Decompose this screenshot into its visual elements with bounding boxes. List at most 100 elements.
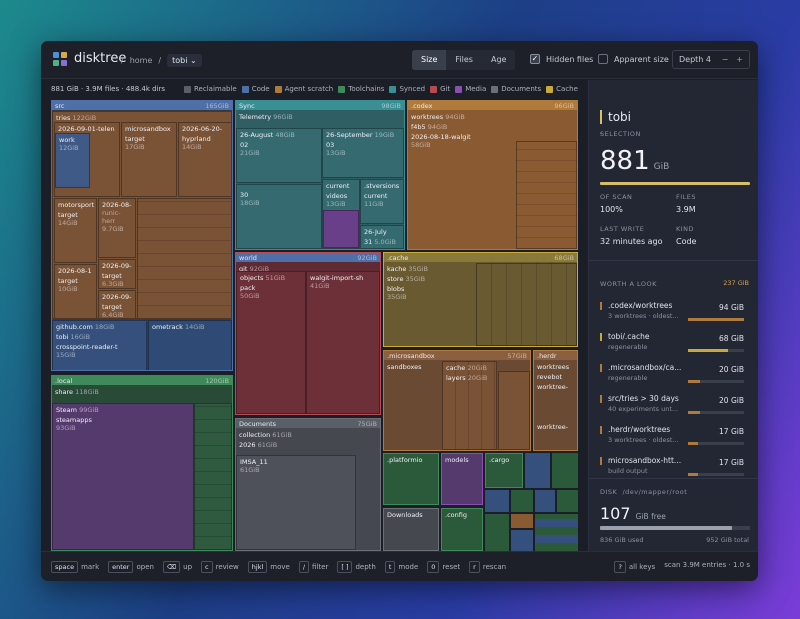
treemap-block-motorsport[interactable]: motorsport target 14GiB [54, 198, 97, 263]
block-size: 92GiB [249, 265, 270, 273]
treemap[interactable]: src 165GiB tries 122GiB 2026-09-01-telen … [51, 100, 578, 551]
block-size: 13GiB [326, 149, 346, 157]
hidden-files-checkbox[interactable]: ✓ [530, 54, 540, 64]
worth-a-look-item[interactable]: .codex/worktrees 3 worktrees · oldest... 9… [600, 301, 750, 331]
item-bar [688, 349, 744, 352]
treemap-block-telen[interactable]: 2026-09-01-telen work 12GiB [54, 122, 120, 197]
block-label: .cargo [489, 456, 510, 464]
treemap-block-world[interactable]: world 92GiB git 92GiB objects 51GiB pack 5… [235, 252, 381, 415]
worth-a-look-item[interactable]: .herdr/worktrees 3 worktrees · oldest... 1… [600, 425, 750, 455]
tab-files[interactable]: Files [455, 55, 473, 64]
treemap-block-small-5[interactable] [535, 490, 555, 512]
treemap-block-26-july[interactable]: 26-July 31 5.0GiB [360, 225, 404, 249]
treemap-block-platformio[interactable]: .platformio [383, 453, 439, 505]
hidden-files-toggle[interactable]: ✓ Hidden files [530, 54, 593, 64]
block-label: current [326, 182, 350, 190]
treemap-block-small-2[interactable] [552, 453, 578, 488]
treemap-block-objects[interactable]: objects 51GiB pack 50GiB [236, 271, 306, 414]
treemap-block-src[interactable]: src 165GiB tries 122GiB 2026-09-01-telen … [51, 100, 233, 371]
treemap-block-config[interactable]: .config [441, 508, 483, 551]
block-size: 9.7GiB [102, 225, 124, 233]
treemap-block-github[interactable]: github.com 18GiB tobi 16GiB crosspoint-r… [52, 320, 147, 370]
treemap-block-current-videos[interactable]: current videos 13GiB [322, 179, 360, 249]
block-size: 68GiB [554, 254, 574, 262]
disk-free-value: 107 [600, 504, 631, 523]
worth-a-look-item[interactable]: .microsandbox/ca... regenerable 20 GiB [600, 363, 750, 393]
treemap-block-30[interactable]: 30 18GiB [236, 184, 322, 249]
depth-minus-button[interactable]: − [721, 55, 729, 64]
treemap-block-ometrack[interactable]: ometrack 14GiB [148, 320, 232, 370]
block-label: world [239, 254, 257, 262]
treemap-block-small-8[interactable] [511, 514, 533, 528]
worth-a-look-item[interactable]: microsandbox-htt... build output 17 GiB [600, 456, 750, 486]
item-marker [600, 426, 602, 434]
treemap-block-runic-herr[interactable]: 2026-08- runic-herr 9.7GiB [98, 198, 136, 258]
tab-age[interactable]: Age [490, 55, 507, 64]
treemap-block-microsandbox-target[interactable]: microsandbox target 17GiB [121, 122, 177, 197]
treemap-block-sync[interactable]: Sync 98GiB Telemetry 96GiB 26-August 48Gi… [235, 100, 405, 250]
key-hint[interactable]: t mode [384, 560, 418, 573]
treemap-block-models[interactable]: models [441, 453, 483, 505]
block-size: 48GiB [275, 131, 295, 139]
breadcrumb-current[interactable]: tobi ⌄ [167, 54, 202, 67]
key-hint[interactable]: [ ] depth [337, 560, 376, 573]
block-label: IMSA_11 [240, 458, 268, 466]
treemap-block-downloads[interactable]: Downloads [383, 508, 439, 551]
treemap-block-codex-other[interactable] [516, 141, 577, 249]
treemap-block-small-7[interactable] [485, 514, 509, 551]
treemap-block-hyprland[interactable]: 2026-06-20- hyprland 14GiB [178, 122, 231, 197]
key-hint[interactable]: ⌫ up [162, 560, 192, 573]
breadcrumb-home[interactable]: home [129, 56, 153, 65]
key-hint[interactable]: / filter [298, 560, 328, 573]
treemap-block-sandbox-other[interactable] [498, 371, 530, 450]
treemap-block-herdr[interactable]: .herdr worktrees revebot worktree- workt… [533, 350, 578, 451]
legend-label: Cache [556, 85, 578, 93]
key-hint[interactable]: c review [201, 560, 239, 573]
block-size: 57GiB [507, 352, 527, 360]
block-label: Steam [56, 406, 77, 414]
treemap-block-stversions[interactable]: .stversions current 11GiB [360, 179, 404, 224]
key-hint[interactable]: hjkl move [247, 560, 290, 573]
depth-stepper[interactable]: Depth 4 − + [672, 50, 750, 69]
treemap-block-target-08[interactable]: 2026-08-1 target 10GiB [54, 264, 97, 318]
apparent-size-checkbox[interactable] [598, 54, 608, 64]
item-bar [688, 318, 744, 321]
treemap-block-codex[interactable]: .codex 96GiB worktrees 94GiB f4b5 94GiB 2… [407, 100, 578, 250]
treemap-block-sandbox-cache[interactable]: cache 20GiB layers 20GiB [442, 361, 497, 450]
treemap-block-small-6[interactable] [557, 490, 578, 512]
treemap-block-small-9[interactable] [511, 530, 533, 551]
treemap-block-steam[interactable]: Steam 99GiB steamapps 93GiB [52, 403, 194, 550]
treemap-block-microsandbox[interactable]: .microsandbox 57GiB sandboxes cache 20GiB… [383, 350, 531, 451]
key-label: rescan [482, 562, 507, 571]
worth-a-look-item[interactable]: src/tries > 30 days 40 experiments unt...… [600, 394, 750, 424]
tab-size[interactable]: Size [412, 50, 447, 70]
treemap-block-imsa[interactable]: IMSA_11 61GiB [236, 455, 356, 550]
worth-a-look-item[interactable]: tobi/.cache regenerable 68 GiB [600, 332, 750, 362]
treemap-block-small-3[interactable] [485, 490, 509, 512]
treemap-block-cache[interactable]: .cache 68GiB kache 35GiB store 35GiB blob… [383, 252, 578, 347]
treemap-block-local[interactable]: .local 120GiB share 118GiB Steam 99GiB st… [51, 375, 233, 551]
treemap-block-videos-media[interactable] [323, 210, 359, 248]
depth-plus-button[interactable]: + [736, 55, 743, 64]
treemap-block-small-4[interactable] [511, 490, 533, 512]
treemap-block-target-06[interactable]: 2026-09- target 6.3GiB [98, 259, 136, 289]
treemap-block-walgit-import[interactable]: walgit-import-sh 41GiB [306, 271, 380, 414]
treemap-block-misc-tries[interactable] [137, 198, 231, 318]
treemap-block-26-august[interactable]: 26-August 48GiB 02 21GiB [236, 128, 322, 183]
key-help[interactable]: ? all keys [614, 560, 655, 573]
treemap-block-documents[interactable]: Documents 75GiB collection 61GiB 2026 61G… [235, 418, 381, 551]
key-hint[interactable]: r rescan [469, 560, 507, 573]
key-hint[interactable]: 0 reset [427, 560, 460, 573]
apparent-size-toggle[interactable]: Apparent size [598, 54, 669, 64]
treemap-block-small-10[interactable] [535, 514, 578, 551]
treemap-block-work[interactable]: work 12GiB [55, 133, 90, 188]
treemap-block-26-september[interactable]: 26-September 19GiB 03 13GiB [322, 128, 404, 178]
key-hint[interactable]: enter open [108, 560, 154, 573]
treemap-block-cargo[interactable]: .cargo [485, 453, 523, 488]
treemap-block-tries[interactable]: tries 122GiB 2026-09-01-telen work 12GiB … [52, 111, 232, 319]
treemap-block-local-other[interactable] [194, 403, 232, 550]
treemap-block-small-1[interactable] [525, 453, 550, 488]
key-hint[interactable]: space mark [51, 560, 99, 573]
treemap-block-cache-other[interactable] [476, 263, 577, 346]
treemap-block-target-09[interactable]: 2026-09- target 6.4GiB [98, 290, 136, 318]
